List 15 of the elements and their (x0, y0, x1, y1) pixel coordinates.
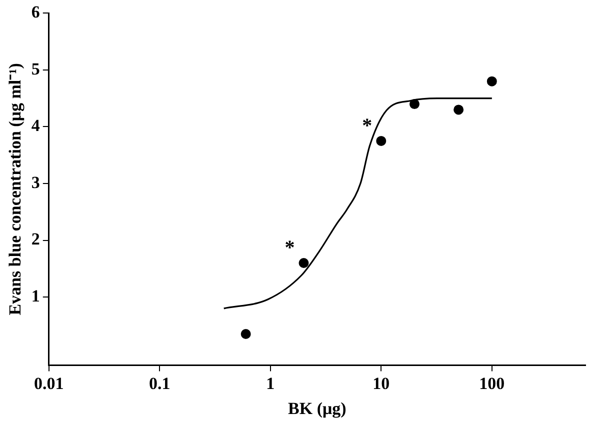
x-tick-label: 10 (372, 374, 390, 393)
x-tick-label: 1 (266, 374, 275, 393)
y-tick-label: 6 (31, 2, 40, 22)
y-tick-label: 2 (31, 230, 40, 249)
y-tick-label: 4 (31, 116, 40, 136)
y-axis-title: Evans blue concentration (μg ml⁻¹) (6, 63, 25, 316)
x-axis-title: BK (μg) (288, 399, 346, 418)
y-tick-label: 3 (31, 172, 40, 192)
x-tick-label: 100 (479, 374, 505, 393)
y-tick-label: 1 (31, 286, 40, 306)
annotation: * (284, 237, 295, 260)
y-tick-label: 5 (31, 59, 40, 78)
x-tick-label: 0.1 (149, 374, 170, 393)
annotation: * (362, 115, 372, 138)
x-tick-label: 0.01 (34, 374, 64, 393)
